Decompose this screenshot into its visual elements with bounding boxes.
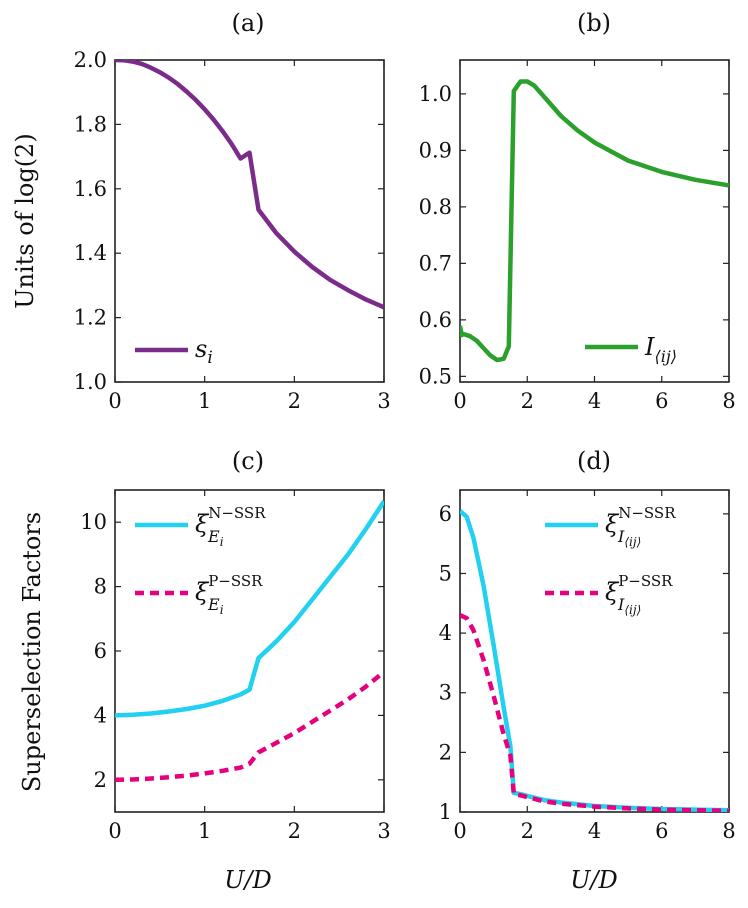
x-tick-label-c: 0 [108,819,121,843]
x-tick-label-a: 0 [108,389,121,413]
x-tick-label-b: 8 [722,389,735,413]
x-tick-label-b: 4 [588,389,601,413]
y-tick-label-a: 2.0 [74,48,107,72]
panel-a-title: (a) [231,9,264,37]
y-tick-label-b: 0.7 [419,251,452,275]
y-tick-label-b: 0.9 [419,138,452,162]
x-tick-label-b: 2 [521,389,534,413]
panel-d-title: (d) [577,447,611,475]
x-axis-label-d: U/D [570,866,618,894]
x-tick-label-b: 6 [655,389,668,413]
x-tick-label-c: 3 [377,819,390,843]
panel-c-title: (c) [232,447,264,475]
x-tick-label-d: 0 [453,819,466,843]
legend-c-label-p: ξP−SSR Ei [195,572,263,617]
panel-a: 0 1 2 3 1.0 1.2 1.4 1.6 1.8 2.0 [74,48,391,413]
y-tick-label-d: 2 [439,740,452,764]
x-tick-label-d: 6 [655,819,668,843]
x-tick-label-d: 8 [722,819,735,843]
panel-c: 0 1 2 3 2 4 6 8 10 [80,489,391,843]
legend-a: si [135,335,213,368]
y-tick-label-d: 1 [439,800,452,824]
series-line-c-1 [115,670,384,783]
y-tick-label-b: 1.0 [419,82,452,106]
y-tick-label-b: 0.8 [419,195,452,219]
y-axis-label-bottom: Superselection Factors [18,512,46,792]
legend-b-label: I⟨ij⟩ [644,333,677,366]
y-tick-label-a: 1.2 [74,306,107,330]
series-line-b-0 [460,79,729,363]
y-tick-label-c: 4 [94,703,107,727]
legend-a-label: si [195,335,213,368]
x-tick-label-a: 3 [377,389,390,413]
plot-frame-d [459,489,730,813]
series-line-d-0 [460,509,729,812]
y-tick-label-b: 0.5 [419,364,452,388]
panel-b: 0 2 4 6 8 0.5 0.6 0.7 0.8 0.9 1.0 [419,59,736,413]
x-tick-label-a: 1 [198,389,211,413]
panel-b-title: (b) [577,9,611,37]
y-tick-label-d: 3 [439,681,452,705]
y-tick-label-d: 5 [439,561,452,585]
y-tick-label-c: 8 [94,575,107,599]
x-tick-label-d: 2 [521,819,534,843]
legend-d-label-p: ξP−SSR I⟨ij⟩ [605,572,673,617]
x-tick-label-c: 1 [198,819,211,843]
legend-d-label-n: ξN−SSR I⟨ij⟩ [605,504,676,549]
legend-d: ξN−SSR I⟨ij⟩ ξP−SSR I⟨ij⟩ [545,504,676,617]
y-tick-label-a: 1.4 [74,241,107,265]
x-axis-label-c: U/D [224,866,272,894]
y-tick-label-c: 6 [94,639,107,663]
legend-b: I⟨ij⟩ [585,333,677,366]
x-tick-label-d: 4 [588,819,601,843]
x-tick-label-c: 2 [288,819,301,843]
x-tick-label-b: 0 [453,389,466,413]
series-line-c-0 [115,500,384,718]
plot-frame-a [114,59,385,383]
legend-c: ξN−SSR Ei ξP−SSR Ei [135,504,266,617]
series-line-d-1 [460,613,729,812]
y-tick-label-c: 10 [80,510,107,534]
x-tick-label-a: 2 [288,389,301,413]
y-tick-label-a: 1.8 [74,112,107,136]
legend-c-label-n: ξN−SSR Ei [195,504,266,549]
y-tick-label-b: 0.6 [419,308,452,332]
y-tick-label-a: 1.6 [74,177,107,201]
y-tick-label-d: 6 [439,502,452,526]
y-axis-label-top: Units of log(2) [11,133,39,308]
y-tick-label-d: 4 [439,621,452,645]
panel-d: 0 2 4 6 8 1 2 3 4 5 6 [439,489,736,843]
series-line-a-0 [115,60,384,310]
y-tick-label-a: 1.0 [74,370,107,394]
plot-frame-b [459,59,730,383]
y-tick-label-c: 2 [94,768,107,792]
